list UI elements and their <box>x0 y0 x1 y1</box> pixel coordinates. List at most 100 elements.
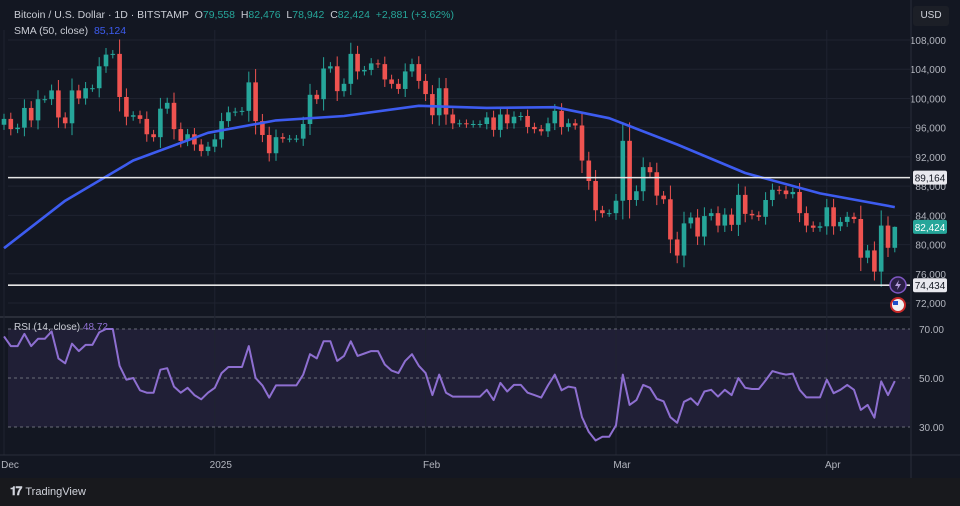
candle-body <box>776 189 782 191</box>
candle-body <box>545 123 551 132</box>
candle-body <box>436 88 442 116</box>
rsi-legend[interactable]: RSI (14, close) 48.72 <box>14 322 108 333</box>
candle <box>477 120 483 128</box>
candle-body <box>525 115 530 127</box>
level-price-tag <box>913 170 947 185</box>
candle-body <box>579 125 585 161</box>
candle-body <box>783 190 789 195</box>
candle-body <box>253 82 258 122</box>
candle <box>844 211 850 227</box>
candle <box>838 217 843 232</box>
candle-body <box>321 68 326 100</box>
candle <box>96 57 102 98</box>
candle <box>266 126 272 162</box>
candle <box>593 170 598 222</box>
level-price-label: 89,164 <box>915 174 946 185</box>
candle <box>688 212 694 229</box>
currency-button[interactable]: USD <box>913 6 949 26</box>
y-tick-label: 88,000 <box>915 182 946 193</box>
candle <box>443 77 449 125</box>
candle <box>198 139 204 157</box>
candle-body <box>749 213 755 216</box>
candle-body <box>566 123 571 127</box>
x-tick-label: 2025 <box>210 460 233 471</box>
candle <box>579 113 585 173</box>
candle-body <box>416 64 422 81</box>
candle <box>328 62 333 73</box>
candle <box>171 92 177 140</box>
candle-body <box>22 107 27 128</box>
candle <box>8 112 14 136</box>
candle-body <box>294 138 299 140</box>
level-price-tag <box>913 278 947 293</box>
candle-body <box>137 115 143 119</box>
candle-body <box>477 124 483 126</box>
candle <box>729 208 734 232</box>
candle-body <box>56 90 61 118</box>
candle <box>742 186 748 223</box>
candle <box>749 209 755 220</box>
candle <box>260 113 265 143</box>
candle <box>831 198 836 235</box>
candle <box>532 122 537 134</box>
candle <box>824 198 830 235</box>
candle <box>348 42 354 95</box>
candle <box>205 141 211 156</box>
candles <box>1 39 898 287</box>
candle-body <box>559 110 564 127</box>
high-label: H <box>240 9 249 21</box>
open-label: O <box>194 9 203 21</box>
lightning-icon-glyph <box>895 280 901 290</box>
candle <box>885 216 891 258</box>
candle <box>402 63 408 97</box>
y-tick-label: 72,000 <box>915 299 946 310</box>
candle <box>770 183 775 207</box>
candle <box>287 134 292 143</box>
candle <box>606 209 612 217</box>
candle <box>708 208 714 221</box>
candle <box>470 120 476 128</box>
candle-body <box>470 124 476 126</box>
candle <box>409 58 415 77</box>
tradingview-logo[interactable]: 𝟏𝟕 TradingView <box>10 484 86 499</box>
candle <box>423 73 428 102</box>
candle-body <box>185 134 190 141</box>
candle-body <box>328 66 333 69</box>
candle-body <box>892 226 898 248</box>
x-tick-label: Dec <box>1 460 19 471</box>
candle <box>232 107 238 117</box>
candle <box>151 129 156 142</box>
candle <box>498 107 503 138</box>
candle <box>654 162 660 206</box>
change-value: +2,881 (+3.62%) <box>375 9 454 21</box>
candle-body <box>872 250 877 272</box>
candle-body <box>260 121 265 135</box>
candle-body <box>144 118 150 135</box>
candle-body <box>606 213 612 215</box>
candle <box>90 84 95 92</box>
candle <box>144 111 150 142</box>
candle <box>858 205 864 272</box>
candle-body <box>382 64 388 80</box>
candle <box>76 84 82 105</box>
candle <box>851 212 857 224</box>
candle-body <box>334 66 340 92</box>
candle-body <box>736 194 741 225</box>
rsi-tick-label: 30.00 <box>919 423 944 434</box>
sma-legend[interactable]: SMA (50, close) 85,124 <box>14 25 126 37</box>
candle-body <box>810 225 816 228</box>
candle <box>300 116 306 146</box>
y-tick-label: 84,000 <box>915 211 946 222</box>
footer: 𝟏𝟕 TradingView <box>0 478 960 506</box>
candle-body <box>28 107 34 121</box>
x-tick-label: Mar <box>613 460 631 471</box>
candle <box>681 211 687 268</box>
candle-body <box>348 53 354 84</box>
candle-body <box>715 213 721 226</box>
candle-body <box>647 167 653 173</box>
candle <box>790 187 796 199</box>
pane-separator <box>0 316 910 318</box>
candle <box>776 185 782 195</box>
candle-body <box>668 199 673 240</box>
